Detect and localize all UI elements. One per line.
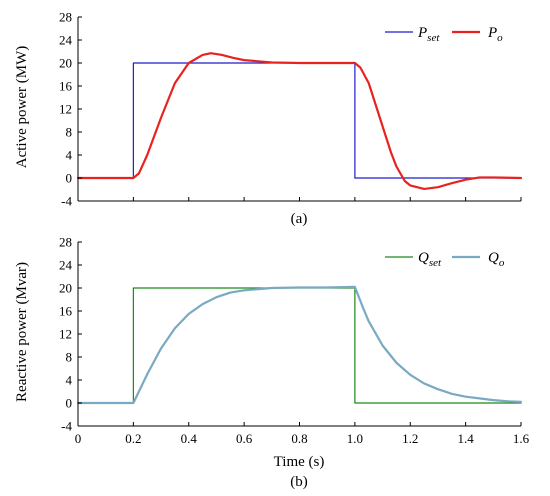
y-tick-label: 24 <box>59 33 73 48</box>
x-axis-label: Time (s) <box>274 454 325 470</box>
series-line-q-o <box>76 285 523 405</box>
y-tick-label: 0 <box>66 396 73 411</box>
panel-caption: (b) <box>290 474 308 490</box>
panel-reactive-power: Reactive power (Mvar) Time (s) (b) -4048… <box>14 235 530 491</box>
y-tick-label: 28 <box>59 10 72 25</box>
x-tick-label: 1.4 <box>458 431 475 446</box>
legend-entry: Qset <box>418 250 442 269</box>
y-tick-label: 0 <box>66 171 73 186</box>
y-axis-label: Reactive power (Mvar) <box>14 262 30 402</box>
x-tick-label: 1.2 <box>402 431 418 446</box>
y-tick-label: 16 <box>59 79 73 94</box>
legend-entry: Pset <box>417 25 440 44</box>
y-tick-label: 8 <box>66 125 73 140</box>
y-tick-label: 4 <box>66 148 73 163</box>
y-tick-label: 16 <box>59 304 73 319</box>
legend-entry: Qo <box>488 250 505 269</box>
panel-active-power: Active power (MW) (a) -4 0 4 8 12 16 20 24 28 Pse… <box>14 10 523 227</box>
y-tick-label: 20 <box>59 56 72 71</box>
series-line-p-o <box>76 52 523 191</box>
y-tick-label: 20 <box>59 281 72 296</box>
y-tick-label: 8 <box>66 350 73 365</box>
x-tick-label: 0.6 <box>236 431 253 446</box>
y-axis-label: Active power (MW) <box>14 46 30 168</box>
series-line-q-set <box>77 287 522 404</box>
x-tick-label: 0 <box>75 431 82 446</box>
y-tick-label: -4 <box>61 194 72 209</box>
x-tick-label: 0.8 <box>291 431 307 446</box>
y-tick-label: -4 <box>61 419 72 434</box>
legend-entry: Po <box>487 25 503 44</box>
y-tick-label: 12 <box>59 327 72 342</box>
x-tick-label: 1.0 <box>347 431 363 446</box>
y-tick-label: 24 <box>59 258 73 273</box>
x-tick-label: 1.6 <box>513 431 530 446</box>
y-tick-label: 4 <box>66 373 73 388</box>
x-tick-label: 0.2 <box>125 431 141 446</box>
y-tick-label: 28 <box>59 235 72 250</box>
x-tick-label: 0.4 <box>181 431 198 446</box>
panel-caption: (a) <box>291 211 308 227</box>
y-tick-label: 12 <box>59 102 72 117</box>
